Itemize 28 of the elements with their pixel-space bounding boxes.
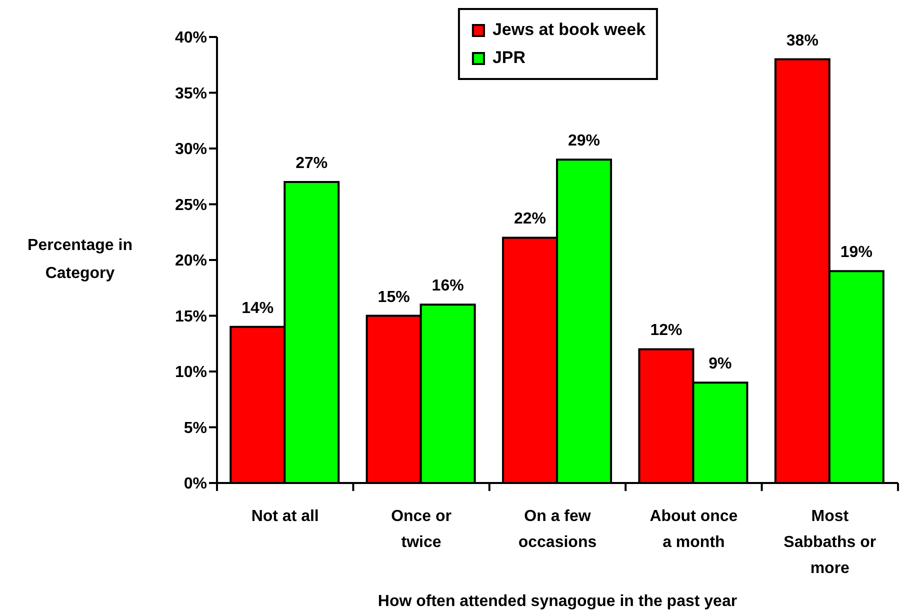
x-tick-label: Once or twice	[391, 508, 452, 551]
legend-label: Jews at book week	[492, 20, 646, 40]
y-tick-label: 30%	[174, 141, 207, 158]
x-axis-title: How often attended synagogue in the past year	[378, 593, 738, 610]
y-tick-label: 25%	[174, 196, 207, 214]
data-label: 22%	[514, 210, 546, 228]
legend-label: JPR	[492, 48, 526, 68]
data-label: 15%	[378, 288, 410, 306]
x-tick-label: Not at all	[251, 508, 319, 525]
y-tick-label: 35%	[174, 85, 207, 102]
data-label: 14%	[242, 300, 274, 317]
y-tick-label: 0%	[184, 476, 207, 493]
y-tick-label: 40%	[174, 30, 207, 47]
x-tick-label: About once a month	[650, 508, 738, 551]
y-tick-label: 20%	[174, 252, 207, 270]
data-label: 29%	[568, 132, 600, 150]
x-tick-label: Most Sabbaths or more	[784, 508, 876, 577]
y-tick-label: 5%	[184, 420, 207, 437]
data-label: 38%	[786, 32, 818, 50]
x-tick-label: On a few occasions	[518, 508, 597, 551]
y-tick-label: 15%	[174, 308, 207, 326]
data-label: 9%	[708, 356, 732, 373]
data-label: 12%	[650, 322, 682, 340]
data-label: 27%	[296, 154, 328, 172]
y-tick-label: 10%	[174, 364, 207, 382]
y-axis-title: Percentage in Category	[28, 237, 132, 282]
data-label: 19%	[840, 244, 872, 262]
data-label: 16%	[432, 278, 464, 295]
